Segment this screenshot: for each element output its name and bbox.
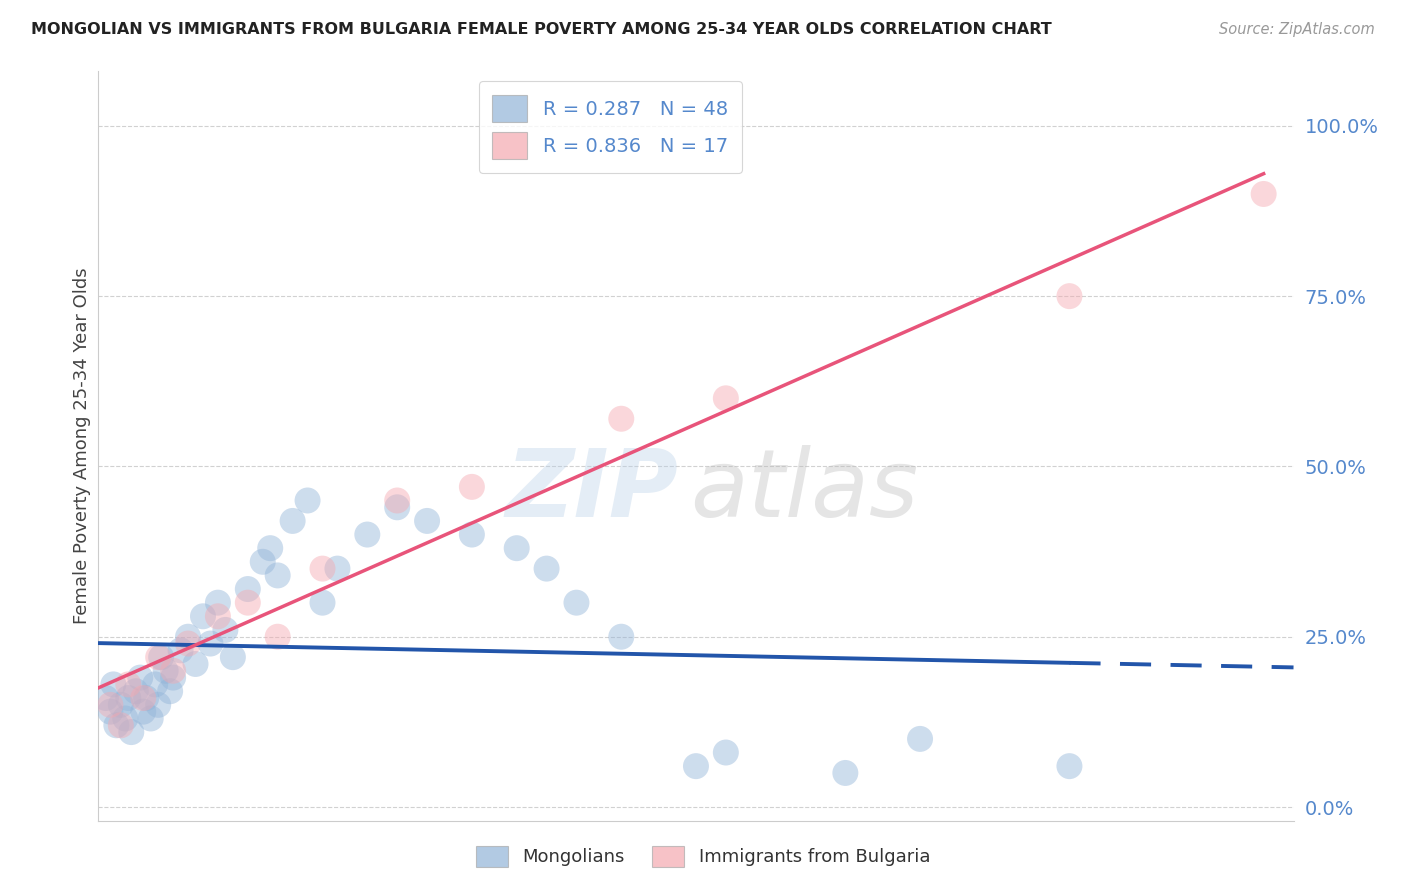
Point [259, 541, 281, 556]
Point [191, 609, 214, 624]
Point [610, 411, 633, 425]
Point [714, 392, 737, 406]
Point [207, 609, 229, 624]
Point [103, 677, 125, 691]
Point [416, 514, 439, 528]
Point [94, 691, 117, 706]
Point [155, 664, 177, 678]
Point [184, 657, 207, 671]
Point [117, 677, 139, 691]
Point [132, 691, 155, 706]
Point [150, 650, 173, 665]
Point [148, 698, 170, 712]
Text: atlas: atlas [690, 445, 918, 536]
Point [177, 636, 200, 650]
Point [1253, 186, 1275, 201]
Point [125, 684, 148, 698]
Point [148, 650, 170, 665]
Text: Source: ZipAtlas.com: Source: ZipAtlas.com [1219, 22, 1375, 37]
Y-axis label: Female Poverty Among 25-34 Year Olds: Female Poverty Among 25-34 Year Olds [73, 268, 91, 624]
Point [236, 596, 259, 610]
Point [177, 630, 200, 644]
Point [297, 493, 319, 508]
Point [110, 698, 132, 712]
Text: ZIP: ZIP [505, 445, 678, 537]
Point [139, 711, 162, 725]
Point [236, 582, 259, 596]
Point [207, 596, 229, 610]
Point [536, 561, 558, 575]
Point [834, 766, 856, 780]
Point [506, 541, 529, 556]
Point [311, 561, 333, 575]
Point [143, 677, 166, 691]
Point [200, 636, 222, 650]
Point [169, 643, 191, 657]
Point [162, 671, 184, 685]
Point [105, 718, 128, 732]
Point [110, 718, 132, 732]
Point [222, 650, 245, 665]
Point [129, 671, 152, 685]
Point [281, 514, 304, 528]
Point [908, 731, 931, 746]
Point [252, 555, 274, 569]
Text: MONGOLIAN VS IMMIGRANTS FROM BULGARIA FEMALE POVERTY AMONG 25-34 YEAR OLDS CORRE: MONGOLIAN VS IMMIGRANTS FROM BULGARIA FE… [31, 22, 1052, 37]
Point [132, 705, 155, 719]
Point [385, 493, 409, 508]
Point [311, 596, 333, 610]
Point [326, 561, 349, 575]
Point [214, 623, 236, 637]
Point [114, 711, 136, 725]
Point [385, 500, 409, 515]
Point [1059, 759, 1081, 773]
Legend: R = 0.287   N = 48, R = 0.836   N = 17: R = 0.287 N = 48, R = 0.836 N = 17 [478, 81, 741, 173]
Point [610, 630, 633, 644]
Point [267, 630, 290, 644]
Point [98, 705, 122, 719]
Point [267, 568, 290, 582]
Point [461, 480, 484, 494]
Point [461, 527, 484, 541]
Point [162, 664, 184, 678]
Point [714, 746, 737, 760]
Legend: Mongolians, Immigrants from Bulgaria: Mongolians, Immigrants from Bulgaria [468, 838, 938, 874]
Point [565, 596, 588, 610]
Point [159, 684, 181, 698]
Point [98, 698, 122, 712]
Point [685, 759, 707, 773]
Point [1059, 289, 1081, 303]
Point [356, 527, 378, 541]
Point [117, 691, 139, 706]
Point [135, 691, 157, 706]
Point [120, 725, 142, 739]
